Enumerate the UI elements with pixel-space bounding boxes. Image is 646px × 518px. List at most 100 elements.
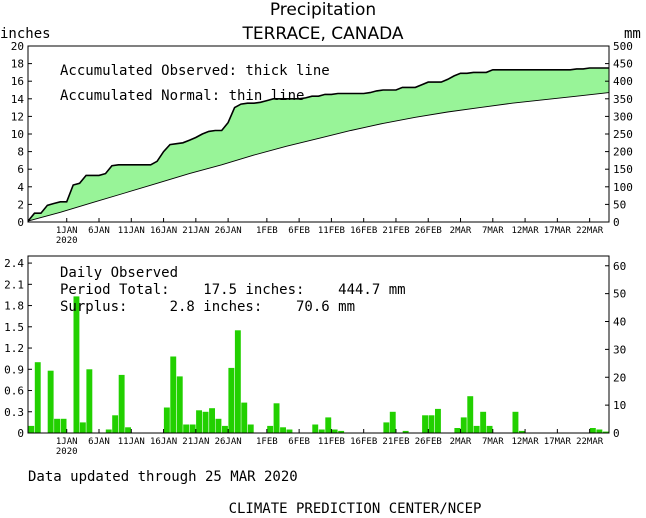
left-unit-label: inches bbox=[0, 26, 51, 42]
y-tick-label: 2.1 bbox=[4, 278, 24, 291]
daily-bar bbox=[422, 415, 428, 433]
bottom-plot-frame bbox=[27, 255, 610, 434]
daily-bar bbox=[460, 417, 467, 433]
y-tick-label-right: 10 bbox=[613, 399, 626, 412]
daily-bar bbox=[47, 370, 54, 433]
daily-bar bbox=[596, 429, 603, 433]
daily-bar bbox=[170, 356, 177, 433]
legend-observed: Accumulated Observed: thick line bbox=[60, 63, 330, 79]
x-tick-label: 17MAR bbox=[544, 226, 572, 236]
period-total-label: Period Total: 17.5 inches: 444.7 mm bbox=[60, 282, 406, 298]
y-tick-label: 20 bbox=[11, 40, 24, 53]
surplus-area bbox=[28, 68, 609, 222]
daily-bar bbox=[286, 429, 293, 433]
daily-bar bbox=[202, 411, 209, 433]
daily-bar bbox=[105, 429, 112, 433]
x-tick-label: 21JAN bbox=[182, 437, 209, 447]
daily-bar bbox=[331, 429, 338, 433]
data-updated-note: Data updated through 25 MAR 2020 bbox=[28, 469, 298, 485]
x-tick-label: 1JAN bbox=[56, 437, 78, 447]
x-tick-label: 1JAN bbox=[56, 226, 78, 236]
accumulated-observed-line bbox=[27, 67, 609, 222]
y-tick-label: 0 bbox=[17, 427, 24, 440]
x-tick-label: 1FEB bbox=[256, 226, 278, 236]
daily-panel: 0 0.3 0.6 0.9 1.2 1.5 1.8 2.1 2.4 0 10 20 30 40 50 60 1J… bbox=[4, 255, 626, 457]
daily-bar bbox=[79, 422, 86, 433]
daily-bar bbox=[125, 427, 131, 433]
daily-bar bbox=[512, 411, 519, 433]
y-tick-label: 0 bbox=[17, 216, 24, 229]
y-tick-label: 0.6 bbox=[4, 385, 24, 398]
y-tick-label: 18 bbox=[11, 58, 24, 71]
y-tick-label-right: 50 bbox=[613, 288, 626, 301]
y-tick-label: 2.4 bbox=[4, 257, 24, 270]
daily-bar bbox=[222, 425, 228, 433]
y-tick-label-right: 400 bbox=[613, 75, 633, 88]
x-tick-label: 21FEB bbox=[382, 437, 409, 447]
x-tick-label: 26FEB bbox=[415, 437, 442, 447]
x-tick-label: 26FEB bbox=[415, 226, 442, 236]
x-tick-label: 11FEB bbox=[318, 437, 345, 447]
y-tick-label-right: 60 bbox=[613, 260, 626, 273]
y-tick-label: 16 bbox=[11, 75, 24, 88]
x-tick-label: 26JAN bbox=[215, 437, 242, 447]
daily-bar bbox=[480, 411, 487, 433]
daily-bar bbox=[402, 430, 409, 433]
daily-bar bbox=[589, 428, 596, 433]
x-tick-year: 2020 bbox=[56, 447, 78, 457]
daily-bar bbox=[60, 418, 67, 433]
daily-bar bbox=[189, 424, 196, 433]
y-tick-label-right: 0 bbox=[613, 216, 620, 229]
x-tick-label: 11FEB bbox=[318, 226, 345, 236]
daily-bar bbox=[318, 429, 325, 433]
x-tick-label: 12MAR bbox=[512, 226, 540, 236]
x-tick-label: 2MAR bbox=[450, 437, 472, 447]
y-tick-label-right: 100 bbox=[613, 181, 633, 194]
x-tick-label: 16FEB bbox=[350, 437, 377, 447]
x-tick-label: 2MAR bbox=[450, 226, 472, 236]
y-tick-label: 12 bbox=[11, 110, 24, 123]
daily-bar bbox=[86, 369, 93, 433]
credit-label: CLIMATE PREDICTION CENTER/NCEP bbox=[229, 501, 482, 517]
daily-bar bbox=[228, 367, 235, 433]
y-tick-label: 0.3 bbox=[4, 406, 24, 419]
y-tick-label-right: 450 bbox=[613, 58, 633, 71]
y-tick-label-right: 40 bbox=[613, 316, 626, 329]
accumulated-normal-line bbox=[27, 92, 610, 222]
daily-observed-label: Daily Observed bbox=[60, 265, 178, 281]
daily-bar bbox=[602, 431, 609, 433]
daily-bar bbox=[34, 362, 41, 433]
daily-bar bbox=[112, 415, 119, 433]
x-tick-label: 22MAR bbox=[576, 437, 604, 447]
x-tick-label: 22MAR bbox=[576, 226, 604, 236]
daily-bar bbox=[280, 427, 286, 433]
daily-bar bbox=[486, 425, 493, 433]
x-tick-label: 17MAR bbox=[544, 437, 572, 447]
x-tick-label: 6JAN bbox=[88, 437, 110, 447]
y-tick-label: 2 bbox=[17, 198, 24, 211]
y-tick-label: 4 bbox=[17, 181, 24, 194]
daily-bar bbox=[209, 408, 215, 433]
y-tick-label: 14 bbox=[11, 93, 25, 106]
x-tick-label: 21FEB bbox=[382, 226, 409, 236]
y-tick-label: 10 bbox=[11, 128, 24, 141]
daily-bar bbox=[267, 425, 274, 433]
y-tick-label-right: 500 bbox=[613, 40, 633, 53]
chart-subtitle: TERRACE, CANADA bbox=[241, 24, 403, 44]
daily-bar bbox=[338, 430, 345, 433]
legend-normal: Accumulated Normal: thin line bbox=[60, 88, 304, 104]
x-tick-label: 6JAN bbox=[88, 226, 110, 236]
x-tick-label: 11JAN bbox=[118, 437, 145, 447]
daily-bar bbox=[73, 296, 80, 433]
daily-bar bbox=[273, 403, 280, 433]
x-tick-label: 12MAR bbox=[512, 437, 540, 447]
daily-bar bbox=[183, 424, 190, 433]
x-tick-label: 26JAN bbox=[215, 226, 242, 236]
daily-bar bbox=[28, 425, 35, 433]
daily-bar bbox=[176, 376, 183, 433]
x-tick-label: 11JAN bbox=[118, 226, 145, 236]
y-tick-label-right: 200 bbox=[613, 146, 633, 159]
x-tick-label: 16FEB bbox=[350, 226, 377, 236]
daily-bar bbox=[325, 417, 332, 433]
